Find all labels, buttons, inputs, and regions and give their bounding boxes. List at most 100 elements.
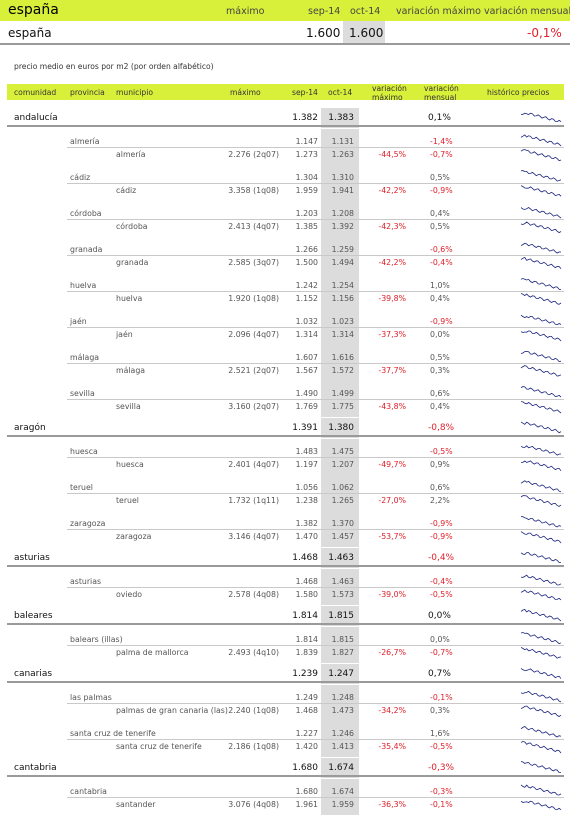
municipio-varmax: -44,5% xyxy=(378,150,406,159)
province-separator xyxy=(67,457,564,458)
municipio-max: 2.276 (2q07) xyxy=(228,150,279,159)
sparkline-price-history xyxy=(520,170,562,182)
municipio-oct: 1.494 xyxy=(331,258,354,267)
municipio-var: -0,5% xyxy=(430,742,453,751)
municipio-max: 3.076 (4q08) xyxy=(228,800,279,809)
header-col-oct: oct-14 xyxy=(350,6,381,17)
sparkline-price-history xyxy=(520,480,562,493)
province-sep: 1.249 xyxy=(295,693,318,702)
oct-column-shade xyxy=(321,664,359,684)
oct-column-shade xyxy=(321,758,359,778)
province-separator xyxy=(67,219,564,220)
municipio-var: -0,7% xyxy=(430,648,453,657)
sparkline-price-history xyxy=(520,726,562,738)
municipio-var: 0,4% xyxy=(430,294,450,303)
region-name: andalucía xyxy=(14,113,58,123)
municipio-oct: 1.263 xyxy=(331,150,354,159)
region-oct: 1.674 xyxy=(328,763,354,773)
municipio-max: 2.413 (4q07) xyxy=(228,222,279,231)
sparkline-price-history xyxy=(520,386,562,398)
region-name: baleares xyxy=(14,611,53,621)
sparkline-price-history xyxy=(520,330,562,342)
province-name: cantabria xyxy=(70,787,107,796)
municipio-oct: 1.775 xyxy=(331,402,354,411)
region-sep: 1.391 xyxy=(292,423,318,433)
province-sep: 1.483 xyxy=(295,447,318,456)
province-var: -0,9% xyxy=(430,519,453,528)
region-oct: 1.383 xyxy=(328,113,354,123)
municipio-sep: 1.961 xyxy=(295,800,318,809)
municipio-varmax: -26,7% xyxy=(378,648,406,657)
colhead-oct: oct-14 xyxy=(328,88,353,97)
region-separator xyxy=(7,125,564,127)
region-sep: 1.468 xyxy=(292,553,318,563)
province-oct: 1.475 xyxy=(331,447,354,456)
region-separator xyxy=(7,775,564,777)
municipio-name: santa cruz de tenerife xyxy=(116,742,202,751)
province-var: -0,5% xyxy=(430,447,453,456)
municipio-varmax: -43,8% xyxy=(378,402,406,411)
municipio-name: palmas de gran canaria (las) xyxy=(116,706,228,715)
municipio-sep: 1.420 xyxy=(295,742,318,751)
header-col-varmens: variación mensual xyxy=(484,6,570,17)
sparkline-price-history xyxy=(520,221,562,234)
region-name: aragón xyxy=(14,423,46,433)
province-oct: 1.208 xyxy=(331,209,354,218)
province-var: 0,6% xyxy=(430,483,450,492)
header-title: españa xyxy=(8,2,59,18)
municipio-varmax: -34,2% xyxy=(378,706,406,715)
municipio-var: -0,1% xyxy=(430,800,453,809)
sparkline-price-history xyxy=(520,741,562,754)
municipio-max: 2.240 (1q08) xyxy=(228,706,279,715)
municipio-var: 0,3% xyxy=(430,706,450,715)
municipio-var: -0,9% xyxy=(430,186,453,195)
province-var: 1,6% xyxy=(430,729,450,738)
municipio-name: almería xyxy=(116,150,146,159)
header-col-max: máximo xyxy=(226,6,265,17)
municipio-name: jaén xyxy=(116,330,133,339)
region-name: cantabria xyxy=(14,763,57,773)
sparkline-price-history xyxy=(520,278,562,291)
municipio-name: málaga xyxy=(116,366,146,375)
province-sep: 1.056 xyxy=(295,483,318,492)
municipio-max: 3.160 (2q07) xyxy=(228,402,279,411)
municipio-max: 2.096 (4q07) xyxy=(228,330,279,339)
region-separator xyxy=(7,623,564,625)
province-separator xyxy=(67,327,564,328)
municipio-var: 0,9% xyxy=(430,460,450,469)
municipio-max: 2.493 (4q10) xyxy=(228,648,279,657)
spain-oct-shade xyxy=(343,21,385,43)
municipio-oct: 1.827 xyxy=(331,648,354,657)
municipio-varmax: -39,0% xyxy=(378,590,406,599)
province-var: -0,3% xyxy=(430,787,453,796)
oct-column-shade xyxy=(321,548,359,568)
province-separator xyxy=(67,255,564,256)
municipio-max: 3.146 (4q07) xyxy=(228,532,279,541)
municipio-var: 0,4% xyxy=(430,402,450,411)
municipio-oct: 1.941 xyxy=(331,186,354,195)
sparkline-price-history xyxy=(520,134,562,147)
region-separator xyxy=(7,435,564,437)
municipio-sep: 1.769 xyxy=(295,402,318,411)
municipio-sep: 1.500 xyxy=(295,258,318,267)
province-sep: 1.814 xyxy=(295,635,318,644)
sparkline-price-history xyxy=(520,761,562,773)
sparkline-price-history xyxy=(520,185,562,197)
province-oct: 1.131 xyxy=(331,137,354,146)
municipio-max: 1.732 (1q11) xyxy=(228,496,279,505)
province-sep: 1.203 xyxy=(295,209,318,218)
province-var: -0,6% xyxy=(430,245,453,254)
province-separator xyxy=(67,147,564,148)
province-name: cádiz xyxy=(70,173,91,182)
province-oct: 1.815 xyxy=(331,635,354,644)
region-separator xyxy=(7,681,564,683)
municipio-sep: 1.959 xyxy=(295,186,318,195)
region-var: 0,1% xyxy=(428,113,451,123)
municipio-varmax: -35,4% xyxy=(378,742,406,751)
province-separator xyxy=(67,645,564,646)
province-name: huesca xyxy=(70,447,98,456)
municipio-oct: 1.265 xyxy=(331,496,354,505)
municipio-oct: 1.473 xyxy=(331,706,354,715)
municipio-oct: 1.314 xyxy=(331,330,354,339)
municipio-varmax: -42,3% xyxy=(378,222,406,231)
